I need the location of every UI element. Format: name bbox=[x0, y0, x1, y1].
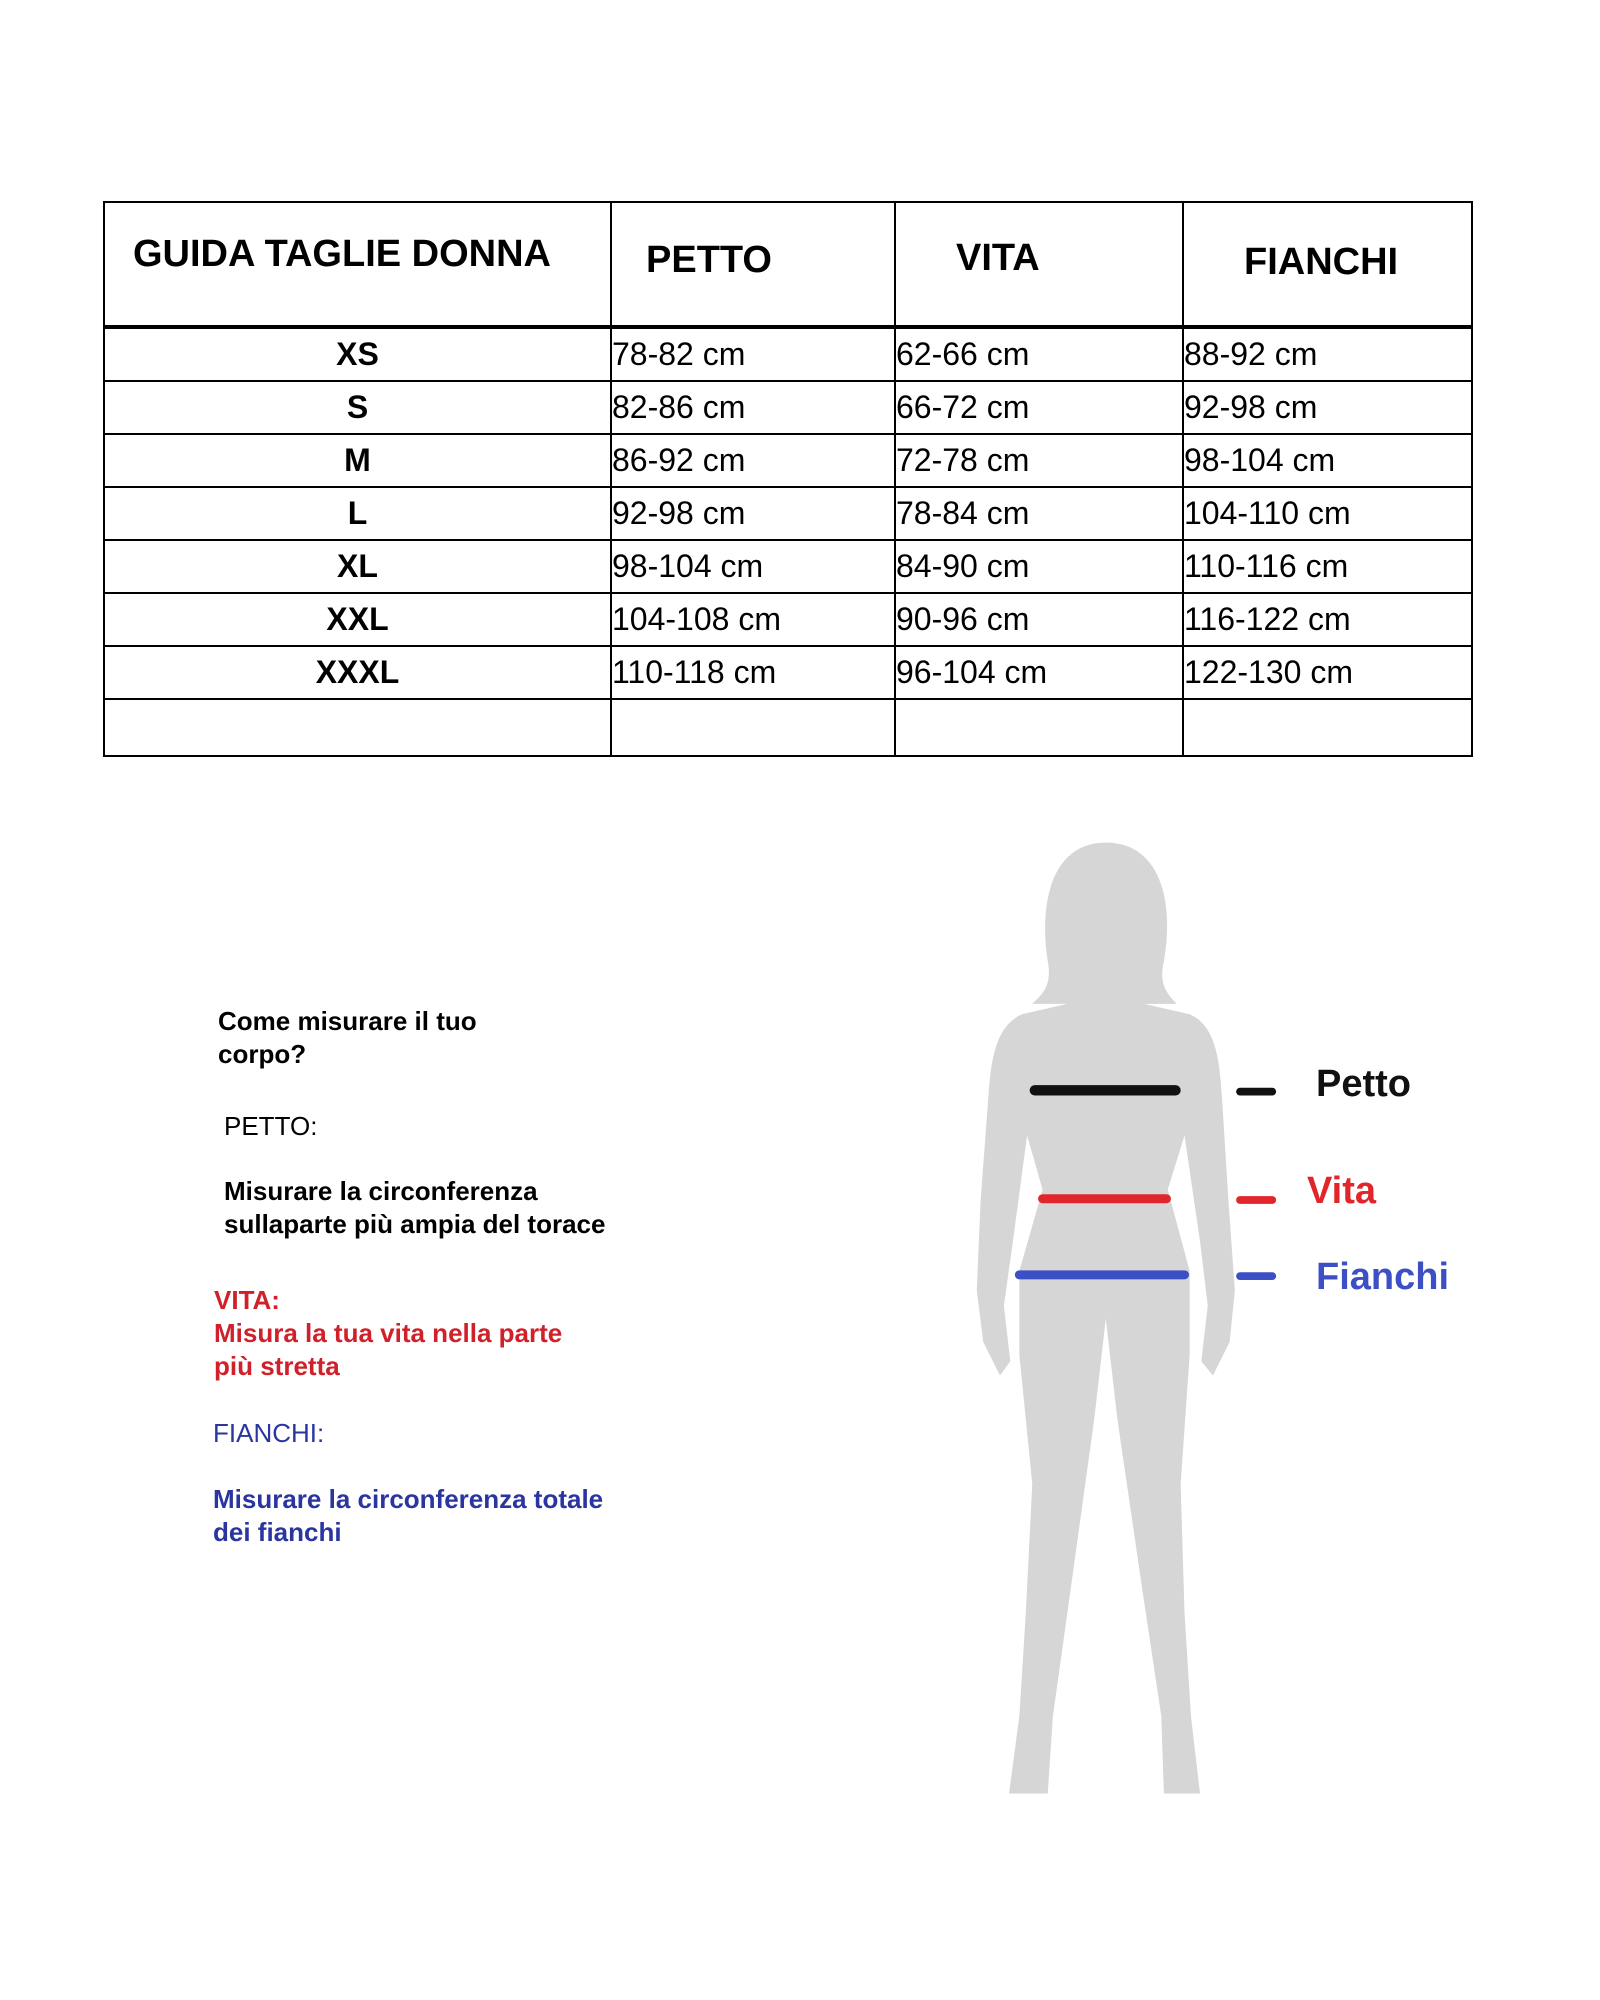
vita-heading: VITA: bbox=[214, 1285, 280, 1315]
empty-cell bbox=[1182, 698, 1473, 757]
table-row: XL 98-104 cm 84-90 cm 110-116 cm bbox=[103, 539, 1473, 594]
vita-value: 90-96 cm bbox=[894, 592, 1184, 647]
fianchi-heading: FIANCHI: bbox=[213, 1418, 325, 1448]
empty-cell bbox=[610, 698, 896, 757]
header-fianchi: FIANCHI bbox=[1182, 201, 1473, 328]
header-vita: VITA bbox=[894, 201, 1184, 328]
empty-cell bbox=[894, 698, 1184, 757]
empty-cell bbox=[103, 698, 612, 757]
vita-value: 84-90 cm bbox=[894, 539, 1184, 594]
table-header-row: GUIDA TAGLIE DONNA PETTO VITA FIANCHI bbox=[103, 201, 1473, 328]
legend-petto: Petto bbox=[1316, 1063, 1411, 1105]
fianchi-value: 88-92 cm bbox=[1182, 326, 1473, 382]
instructions-title: Come misurare il tuo corpo? bbox=[218, 1006, 477, 1069]
table-row: S 82-86 cm 66-72 cm 92-98 cm bbox=[103, 380, 1473, 435]
size-label: M bbox=[103, 433, 612, 488]
legend-fianchi: Fianchi bbox=[1316, 1256, 1450, 1298]
fianchi-value: 122-130 cm bbox=[1182, 645, 1473, 700]
vita-value: 66-72 cm bbox=[894, 380, 1184, 435]
size-chart-table: GUIDA TAGLIE DONNA PETTO VITA FIANCHI XS… bbox=[103, 201, 1473, 757]
petto-value: 82-86 cm bbox=[610, 380, 896, 435]
vita-value: 62-66 cm bbox=[894, 326, 1184, 382]
fianchi-value: 116-122 cm bbox=[1182, 592, 1473, 647]
fianchi-value: 110-116 cm bbox=[1182, 539, 1473, 594]
fianchi-value: 92-98 cm bbox=[1182, 380, 1473, 435]
size-label: XS bbox=[103, 326, 612, 382]
table-row: L 92-98 cm 78-84 cm 104-110 cm bbox=[103, 486, 1473, 541]
petto-description: Misurare la circonferenza sullaparte più… bbox=[224, 1176, 606, 1239]
table-row: M 86-92 cm 72-78 cm 98-104 cm bbox=[103, 433, 1473, 488]
table-row: XS 78-82 cm 62-66 cm 88-92 cm bbox=[103, 326, 1473, 382]
size-label: XXL bbox=[103, 592, 612, 647]
vita-section: VITA: Misura la tua vita nella parte più… bbox=[214, 1285, 563, 1381]
vita-value: 72-78 cm bbox=[894, 433, 1184, 488]
empty-row bbox=[103, 698, 1473, 757]
petto-value: 92-98 cm bbox=[610, 486, 896, 541]
legend-vita: Vita bbox=[1307, 1170, 1377, 1212]
petto-value: 86-92 cm bbox=[610, 433, 896, 488]
size-label: XL bbox=[103, 539, 612, 594]
size-label: XXXL bbox=[103, 645, 612, 700]
woman-silhouette-icon bbox=[976, 842, 1235, 1794]
size-label: S bbox=[103, 380, 612, 435]
table-row: XXXL 110-118 cm 96-104 cm 122-130 cm bbox=[103, 645, 1473, 700]
petto-value: 98-104 cm bbox=[610, 539, 896, 594]
petto-value: 78-82 cm bbox=[610, 326, 896, 382]
fianchi-description: Misurare la circonferenza totale dei fia… bbox=[213, 1484, 604, 1547]
vita-value: 96-104 cm bbox=[894, 645, 1184, 700]
size-label: L bbox=[103, 486, 612, 541]
table-row: XXL 104-108 cm 90-96 cm 116-122 cm bbox=[103, 592, 1473, 647]
header-petto: PETTO bbox=[610, 201, 896, 328]
petto-value: 104-108 cm bbox=[610, 592, 896, 647]
petto-value: 110-118 cm bbox=[610, 645, 896, 700]
vita-value: 78-84 cm bbox=[894, 486, 1184, 541]
header-guide: GUIDA TAGLIE DONNA bbox=[103, 201, 612, 328]
fianchi-value: 98-104 cm bbox=[1182, 433, 1473, 488]
fianchi-value: 104-110 cm bbox=[1182, 486, 1473, 541]
petto-heading: PETTO: bbox=[224, 1111, 318, 1141]
